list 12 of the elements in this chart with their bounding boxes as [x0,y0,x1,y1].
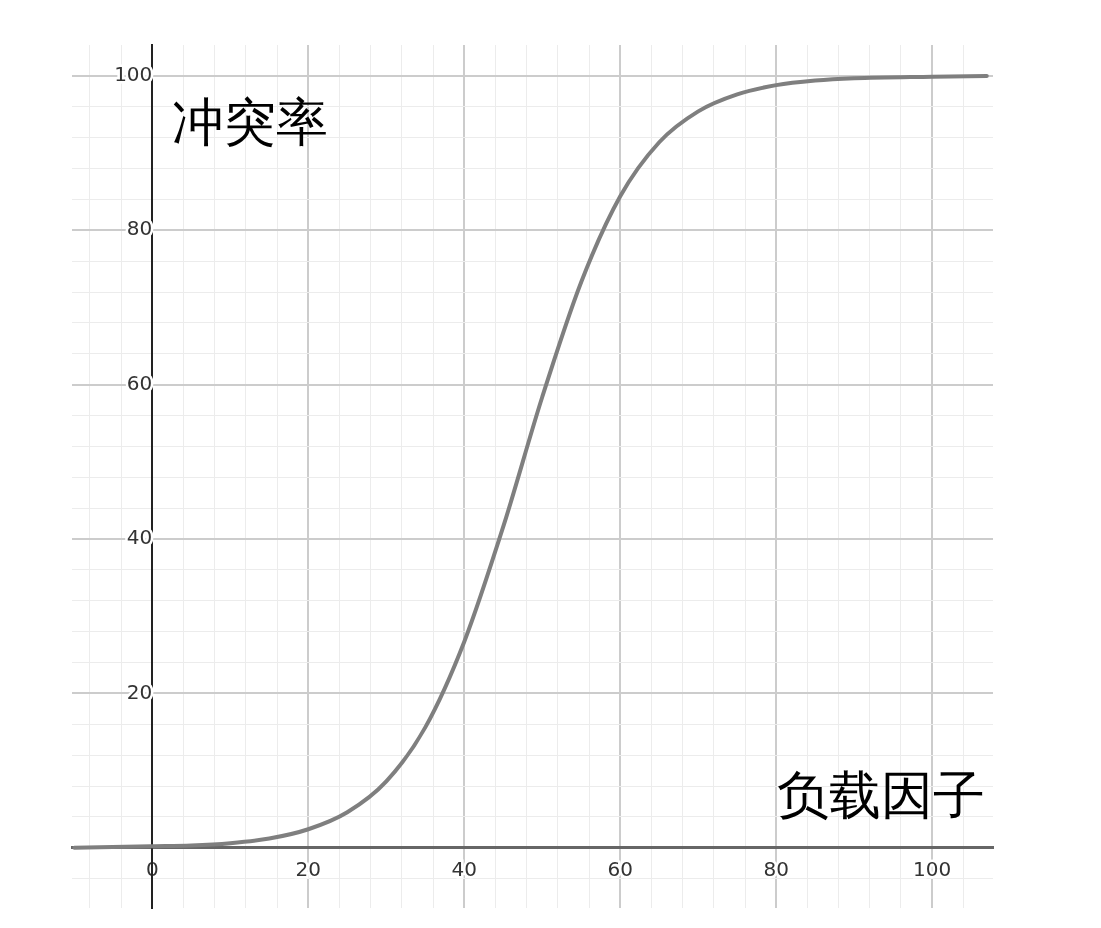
y-tick-label: 40 [126,525,153,550]
y-tick-label: 100 [114,62,153,87]
x-tick-label: 60 [607,856,633,881]
y-tick-label: 60 [126,370,153,395]
x-tick-label: 100 [913,856,952,881]
x-tick-label: 80 [763,856,789,881]
x-tick-label: 40 [451,856,477,881]
x-tick-label: 20 [295,856,322,881]
x-axis-title: 负载因子 [777,765,985,826]
y-tick-label: 80 [126,216,153,241]
y-tick-label: 20 [126,679,153,704]
y-axis-title: 冲突率 [172,91,329,152]
